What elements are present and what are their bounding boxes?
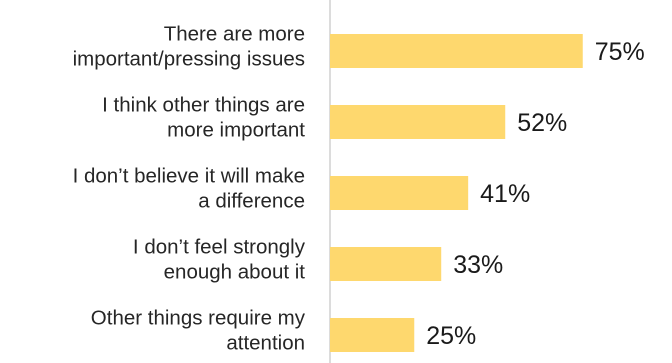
category-label: I think other things are bbox=[102, 94, 305, 117]
bar bbox=[330, 176, 469, 210]
value-label: 25% bbox=[426, 322, 476, 350]
category-label: more important bbox=[167, 119, 305, 142]
value-label: 41% bbox=[480, 180, 530, 208]
bar bbox=[330, 318, 415, 352]
value-label: 33% bbox=[453, 251, 503, 279]
category-label: There are more bbox=[164, 23, 305, 46]
category-label: enough about it bbox=[164, 261, 306, 284]
category-label: a difference bbox=[198, 190, 305, 213]
bar bbox=[330, 34, 583, 68]
category-label: Other things require my bbox=[91, 307, 306, 330]
category-label: I don’t believe it will make bbox=[73, 165, 305, 188]
category-label: attention bbox=[226, 332, 305, 355]
value-label: 52% bbox=[517, 109, 567, 137]
value-label: 75% bbox=[595, 38, 645, 66]
category-label: I don’t feel strongly bbox=[133, 236, 306, 259]
bar bbox=[330, 105, 506, 139]
bar bbox=[330, 247, 442, 281]
category-label: important/pressing issues bbox=[73, 48, 305, 71]
